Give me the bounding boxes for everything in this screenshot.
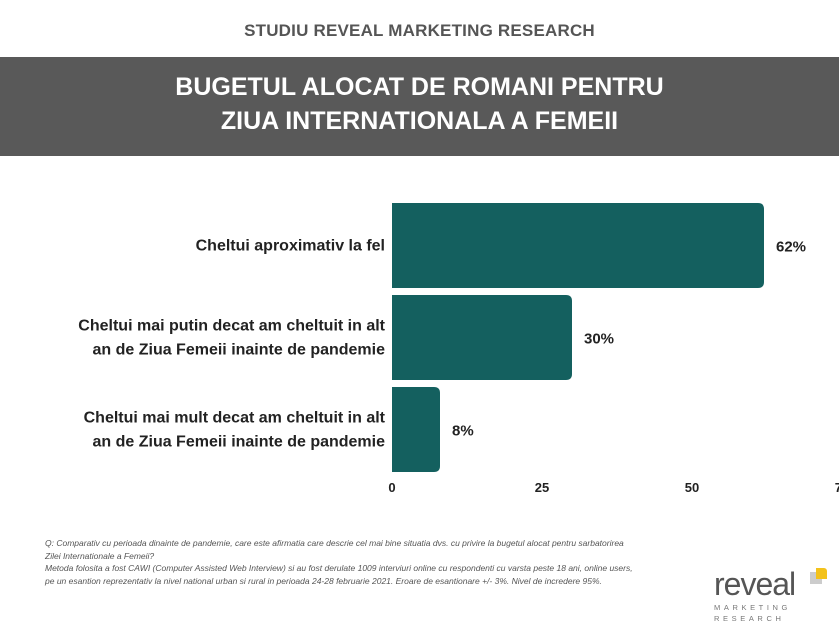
category-label: an de Ziua Femeii inainte de pandemie [92, 342, 385, 359]
data-label: 62% [776, 239, 806, 256]
method-line-2: pe un esantion reprezentativ la nivel na… [45, 575, 602, 586]
footnotes: Q: Comparativ cu perioada dinainte de pa… [45, 537, 705, 587]
question-line-2: Zilei Internationale a Femeii? [45, 550, 155, 561]
x-tick-label: 75 [835, 480, 839, 495]
x-tick-label: 0 [388, 480, 395, 495]
question-line-1: Q: Comparativ cu perioada dinainte de pa… [45, 538, 624, 548]
data-label: 8% [452, 423, 474, 440]
category-label: an de Ziua Femeii inainte de pandemie [92, 434, 385, 451]
bar-chart: 62% Cheltui aproximativ la fel 30% Cheltui … [78, 203, 839, 495]
category-label: Cheltui mai putin decat am cheltuit in a… [78, 318, 385, 335]
x-tick-label: 50 [685, 480, 699, 495]
category-label: Cheltui aproximativ la fel [196, 238, 385, 255]
title-line-2: ZIUA INTERNATIONALA A FEMEII [220, 107, 619, 135]
reveal-logo: reveal MARKETING RESEARCH [714, 566, 829, 624]
bar [392, 295, 572, 380]
category-label: Cheltui mai mult decat am cheltuit in al… [84, 410, 386, 427]
logo-word: reveal [714, 566, 796, 602]
bar [392, 387, 440, 472]
method-line-1: Metoda folosita a fost CAWI (Computer As… [45, 563, 633, 573]
study-label: STUDIU REVEAL MARKETING RESEARCH [244, 21, 595, 40]
logo-sub-2: RESEARCH [714, 614, 785, 623]
title-line-1: BUGETUL ALOCAT DE ROMANI PENTRU [175, 73, 664, 101]
x-tick-label: 25 [535, 480, 549, 495]
logo-sub-1: MARKETING [714, 603, 791, 612]
logo-mark-icon [810, 568, 827, 584]
data-label: 30% [584, 331, 614, 348]
chart-title-band: BUGETUL ALOCAT DE ROMANI PENTRU ZIUA INT… [0, 57, 839, 156]
bar [392, 203, 764, 288]
